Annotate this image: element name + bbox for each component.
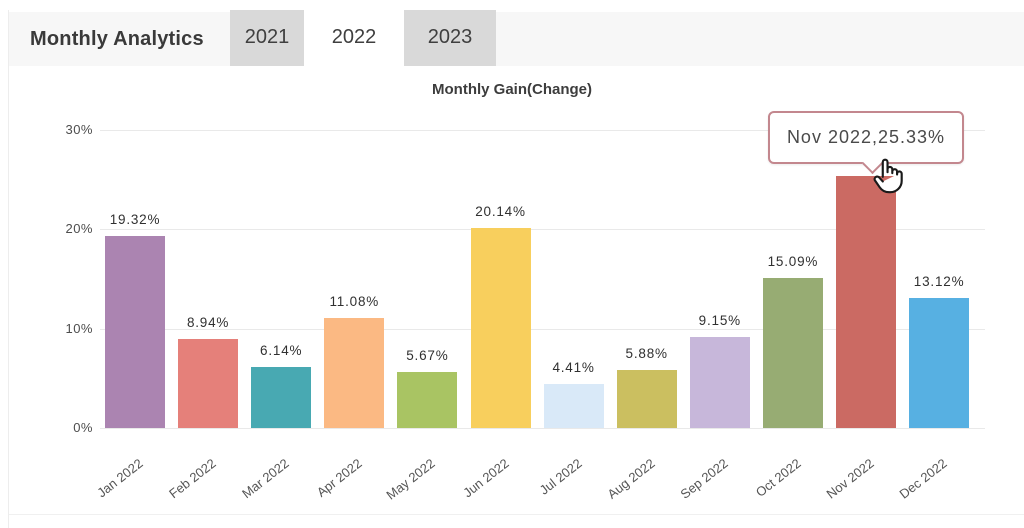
y-tick-label: 30% <box>65 122 93 137</box>
x-axis-labels: Jan 2022 Feb 2022 Mar 2022 Apr 2022 May 2022… <box>94 436 985 506</box>
bar-value-label: 15.09% <box>767 254 819 270</box>
y-tick-label: 10% <box>65 320 93 336</box>
gridline-30% <box>100 130 985 131</box>
x-tick-label: Jun 2022 <box>459 455 512 501</box>
y-tick-label: 0% <box>73 420 93 435</box>
bar-value-label: 6.14% <box>260 343 303 358</box>
year-tabs: 2021 2022 2023 <box>230 10 496 66</box>
tab-2023[interactable]: 2023 <box>404 10 496 66</box>
bar-jun-2022[interactable] <box>470 227 531 428</box>
x-tick-label: Aug 2022 <box>604 455 658 502</box>
bar-feb-2022[interactable] <box>178 339 239 428</box>
bar-mar-2022[interactable] <box>251 367 312 428</box>
bar-nov-2022[interactable] <box>836 176 896 428</box>
x-tick-label: Nov 2022 <box>823 455 877 502</box>
y-axis-labels: 0% 10% 20% 30% <box>0 122 93 435</box>
tooltip-text: Nov 2022,25.33% <box>786 127 946 147</box>
bar-value-label: 4.41% <box>552 360 595 376</box>
tab-2021[interactable]: 2021 <box>230 10 304 66</box>
bar-may-2022[interactable] <box>397 371 458 428</box>
bar-aug-2022[interactable] <box>616 369 677 428</box>
x-tick-label: Feb 2022 <box>166 455 219 502</box>
x-tick-label: Jul 2022 <box>536 455 585 498</box>
bar-value-label: 13.12% <box>913 273 965 289</box>
bar-value-label: 20.14% <box>475 203 526 219</box>
x-tick-label: May 2022 <box>383 455 439 503</box>
card-left-border <box>8 10 9 528</box>
hand-pointer-icon <box>869 155 907 200</box>
plot-area: 19.32% 8.94% 6.14% 11.08% 5.67% 20.14% 4.41% 5.… <box>100 130 985 429</box>
bar-value-label: 19.32% <box>109 212 161 228</box>
x-tick-label: Mar 2022 <box>239 455 292 502</box>
bar-sep-2022[interactable] <box>689 337 750 428</box>
x-tick-label: Sep 2022 <box>677 455 731 502</box>
bar-value-label: 5.67% <box>406 347 449 363</box>
bar-value-label: 11.08% <box>329 293 380 309</box>
bar-value-label: 9.15% <box>698 313 741 329</box>
gridline-10% <box>100 328 985 330</box>
bar-oct-2022[interactable] <box>762 278 823 428</box>
bar-jul-2022[interactable] <box>543 384 604 428</box>
x-tick-label: Oct 2022 <box>752 455 804 500</box>
bar-value-label: 5.88% <box>625 345 668 361</box>
x-tick-label: Dec 2022 <box>896 455 950 502</box>
chart-title: Monthly Gain(Change) <box>432 81 592 98</box>
bar-value-label: 8.94% <box>186 315 230 331</box>
x-tick-label: Apr 2022 <box>314 455 365 500</box>
gridline-0% <box>100 428 985 429</box>
page-title: Monthly Analytics <box>30 28 204 50</box>
bar-dec-2022[interactable] <box>909 297 970 428</box>
bar-apr-2022[interactable] <box>324 317 385 428</box>
bottom-divider <box>9 514 1024 515</box>
bar-jan-2022[interactable] <box>105 236 165 428</box>
x-tick-label: Jan 2022 <box>94 455 146 501</box>
header-band <box>9 12 1024 66</box>
tab-2022[interactable]: 2022 <box>304 10 404 66</box>
gridline-20% <box>100 229 985 231</box>
chart-tooltip: Nov 2022,25.33% <box>768 111 964 175</box>
y-tick-label: 20% <box>65 221 93 237</box>
